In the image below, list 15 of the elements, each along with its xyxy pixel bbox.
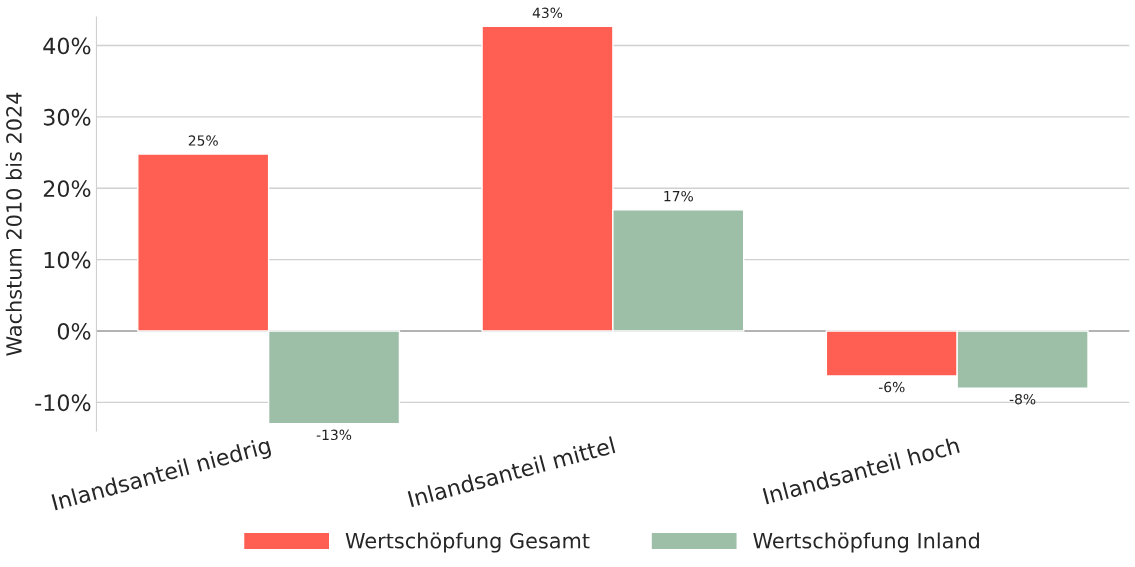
y-axis-title: Wachstum 2010 bis 2024 (5, 92, 22, 356)
y-tick-label: 20% (43, 180, 91, 198)
data-label: -8% (1009, 393, 1036, 405)
y-tick-label: 10% (44, 251, 91, 269)
data-label: 25% (188, 135, 218, 146)
data-label: 43% (532, 7, 563, 19)
y-tick-label: 0% (57, 322, 91, 340)
data-label: -6% (878, 381, 905, 393)
data-label: -13% (316, 429, 352, 441)
y-tick-label: 30% (43, 108, 91, 126)
y-tick-label: 40% (43, 37, 91, 55)
legend-label: Wertschöpfung Inland (753, 532, 979, 553)
y-tick-label: -10% (35, 394, 91, 412)
legend-label: Wertschöpfung Gesamt (345, 532, 590, 553)
data-label: 17% (664, 190, 693, 202)
